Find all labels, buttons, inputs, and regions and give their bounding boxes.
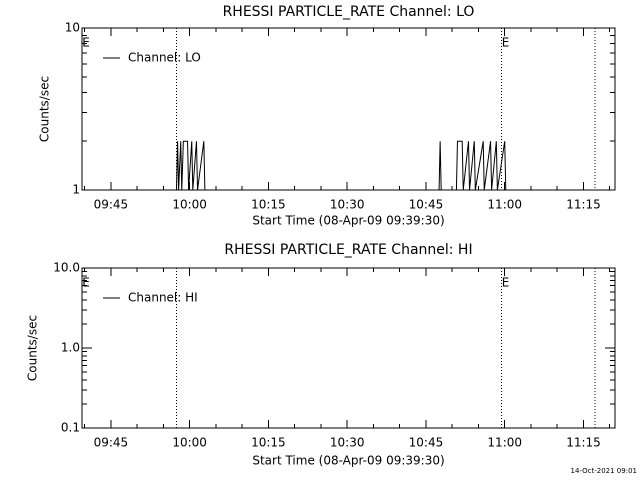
x-tick-label: 10:30 bbox=[330, 436, 365, 450]
x-tick-label: 11:00 bbox=[487, 436, 522, 450]
y-axis-label: Counts/sec bbox=[38, 76, 52, 142]
x-tick-label: 10:15 bbox=[251, 436, 286, 450]
data-line bbox=[176, 140, 507, 191]
x-tick-label: 11:00 bbox=[487, 198, 522, 212]
event-label: E bbox=[502, 36, 510, 50]
y-tick-label: 1.0 bbox=[61, 341, 80, 355]
x-tick-label: 10:45 bbox=[409, 198, 444, 212]
footer: 14-Oct-2021 09:01 bbox=[571, 467, 637, 475]
chart-title: RHESSI PARTICLE_RATE Channel: HI bbox=[224, 242, 472, 258]
y-tick-label: 1 bbox=[72, 183, 80, 197]
x-axis-label: Start Time (08-Apr-09 09:39:30) bbox=[252, 454, 444, 468]
event-label: E bbox=[82, 276, 90, 290]
y-axis-label: Counts/sec bbox=[26, 315, 40, 381]
x-tick-label: 10:00 bbox=[172, 198, 207, 212]
y-tick-label: 10 bbox=[65, 21, 80, 35]
legend-label: Channel: HI bbox=[128, 291, 198, 305]
y-tick-label: 0.1 bbox=[61, 421, 80, 435]
x-tick-label: 10:15 bbox=[251, 198, 286, 212]
x-tick-label: 11:15 bbox=[566, 436, 601, 450]
event-label: E bbox=[82, 36, 90, 50]
x-tick-label: 10:30 bbox=[330, 198, 365, 212]
x-tick-label: 10:00 bbox=[172, 436, 207, 450]
x-tick-label: 09:45 bbox=[94, 198, 129, 212]
x-tick-label: 09:45 bbox=[94, 436, 129, 450]
x-tick-label: 10:45 bbox=[409, 436, 444, 450]
x-tick-label: 11:15 bbox=[566, 198, 601, 212]
event-label: E bbox=[502, 276, 510, 290]
chart-title: RHESSI PARTICLE_RATE Channel: LO bbox=[223, 4, 475, 20]
y-tick-label: 10.0 bbox=[53, 261, 80, 275]
legend-label: Channel: LO bbox=[128, 51, 201, 65]
x-axis-label: Start Time (08-Apr-09 09:39:30) bbox=[252, 214, 444, 228]
